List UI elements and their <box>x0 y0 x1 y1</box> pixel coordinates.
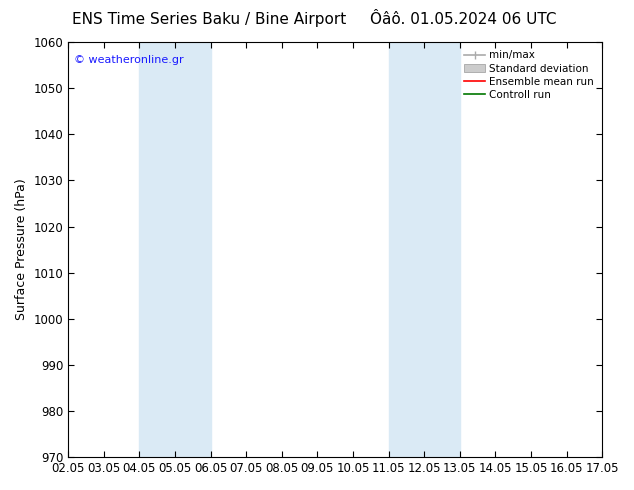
Text: © weatheronline.gr: © weatheronline.gr <box>74 54 183 65</box>
Text: ENS Time Series Baku / Bine Airport: ENS Time Series Baku / Bine Airport <box>72 12 346 27</box>
Bar <box>139 42 210 457</box>
Y-axis label: Surface Pressure (hPa): Surface Pressure (hPa) <box>15 179 28 320</box>
Legend: min/max, Standard deviation, Ensemble mean run, Controll run: min/max, Standard deviation, Ensemble me… <box>461 47 597 103</box>
Bar <box>389 42 460 457</box>
Text: Ôâô. 01.05.2024 06 UTC: Ôâô. 01.05.2024 06 UTC <box>370 12 556 27</box>
